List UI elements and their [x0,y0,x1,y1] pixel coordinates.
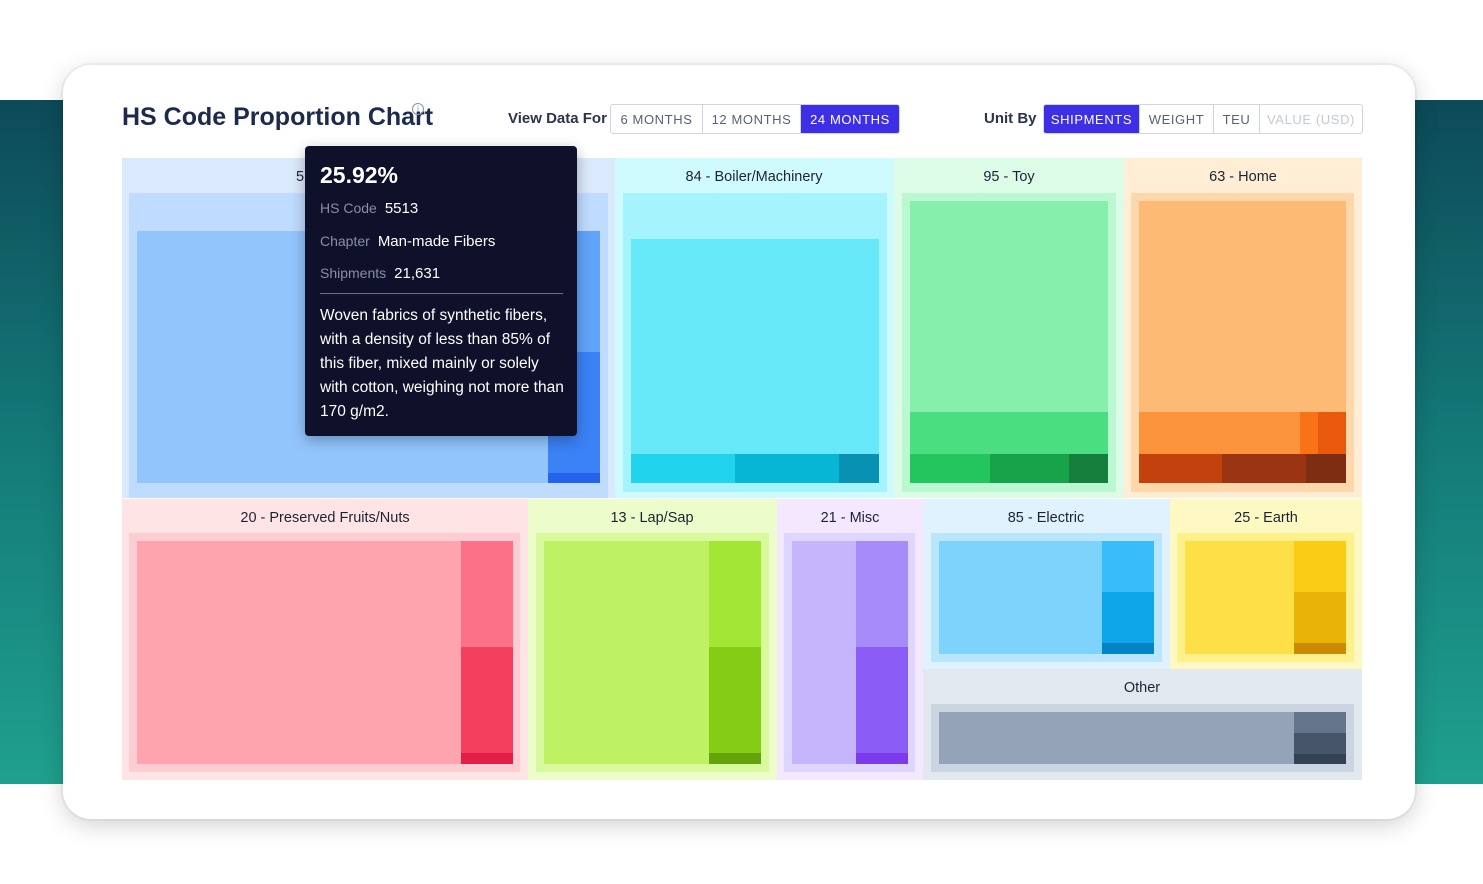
tooltip-description: Woven fabrics of synthetic fibers, with … [320,307,564,420]
treemap-tile-3-20[interactable] [1300,412,1318,454]
treemap-tile-4-29[interactable] [461,753,513,764]
treemap-tile-3-24[interactable] [1306,454,1346,483]
unit-value-usd-button[interactable]: VALUE (USD) [1267,111,1355,127]
treemap-tile-2-11[interactable] [910,201,1108,412]
treemap-tile-6-36[interactable] [792,541,856,764]
tooltip-hs-code-label: HS Code [320,200,377,216]
treemap-tile-4-26[interactable] [137,541,461,764]
treemap-tile-4-27[interactable] [461,541,513,647]
unit-shipments-button[interactable]: SHIPMENTS [1044,105,1140,133]
treemap-tile-3-18[interactable] [1139,306,1346,412]
treemap-tile-7-42[interactable] [1102,541,1154,592]
treemap-tile-5-34[interactable] [709,753,761,764]
treemap-tile-2-13[interactable] [910,454,990,483]
treemap-tile-9-51[interactable] [939,712,1294,764]
treemap-tile-1-8[interactable] [735,454,839,483]
treemap-tile-3-19[interactable] [1139,412,1300,454]
treemap-tile-8-46[interactable] [1185,541,1294,654]
tooltip-shipments-label: Shipments [320,265,387,281]
treemap-tile-6-38[interactable] [856,647,908,753]
unit-selector: SHIPMENTS WEIGHT TEU VALUE (USD) [1043,104,1363,134]
treemap-tile-6-39[interactable] [856,753,908,764]
treemap-tile-1-9[interactable] [839,454,879,483]
treemap-tile-0-4[interactable] [548,473,600,483]
treemap-tile-3-23[interactable] [1222,454,1306,483]
treemap-tile-5-33[interactable] [709,647,761,753]
tooltip-chapter-label: Chapter [320,233,370,249]
treemap-tile-5-31[interactable] [544,541,709,764]
treemap-tile-9-53[interactable] [1294,733,1346,754]
treemap-tile-2-14[interactable] [990,454,1069,483]
treemap-tile-9-54[interactable] [1294,754,1346,764]
page-title: HS Code Proportion Chart [122,103,434,131]
treemap-tile-9-52[interactable] [1294,712,1346,733]
treemap-tile-3-22[interactable] [1139,454,1222,483]
treemap-tile-8-47[interactable] [1294,541,1346,592]
treemap-tile-1-6[interactable] [631,239,879,454]
period-6-months-button[interactable]: 6 MONTHS [611,105,703,133]
treemap-tile-2-12[interactable] [910,412,1108,454]
treemap-tile-7-43[interactable] [1102,592,1154,643]
tooltip-percent: 25.92% [320,162,399,188]
unit-by-label: Unit By [984,110,1037,127]
tooltip-shipments-value: 21,631 [394,265,441,282]
period-12-months-button[interactable]: 12 MONTHS [703,105,801,133]
treemap-tile-1-7[interactable] [631,454,735,483]
view-data-label: View Data For [508,110,607,127]
treemap-tile-4-28[interactable] [461,647,513,753]
period-selector: 6 MONTHS 12 MONTHS 24 MONTHS [610,104,900,134]
tooltip: 25.92% HS Code 5513 Chapter Man-made Fiber… [305,146,577,436]
treemap-tile-5-32[interactable] [709,541,761,647]
unit-teu-button[interactable]: TEU [1214,105,1260,133]
treemap-tile-6-37[interactable] [856,541,908,647]
treemap-tile-8-49[interactable] [1294,643,1346,654]
treemap-tile-7-44[interactable] [1102,643,1154,654]
treemap-tile-8-48[interactable] [1294,592,1346,643]
unit-weight-button[interactable]: WEIGHT [1140,105,1214,133]
tooltip-divider [320,293,563,294]
tooltip-chapter-row: Chapter Man-made Fibers [320,233,495,250]
treemap-tile-3-17[interactable] [1139,201,1346,306]
tooltip-shipments-row: Shipments 21,631 [320,265,440,282]
tooltip-chapter-value: Man-made Fibers [377,233,496,250]
treemap-tile-7-41[interactable] [939,541,1102,654]
tooltip-hs-code-value: 5513 [384,200,419,217]
tooltip-hs-code-row: HS Code 5513 [320,200,418,217]
period-24-months-button[interactable]: 24 MONTHS [801,105,899,133]
info-icon[interactable]: i [412,103,424,115]
treemap-tile-2-15[interactable] [1069,454,1108,483]
treemap-tile-3-21[interactable] [1318,412,1346,454]
